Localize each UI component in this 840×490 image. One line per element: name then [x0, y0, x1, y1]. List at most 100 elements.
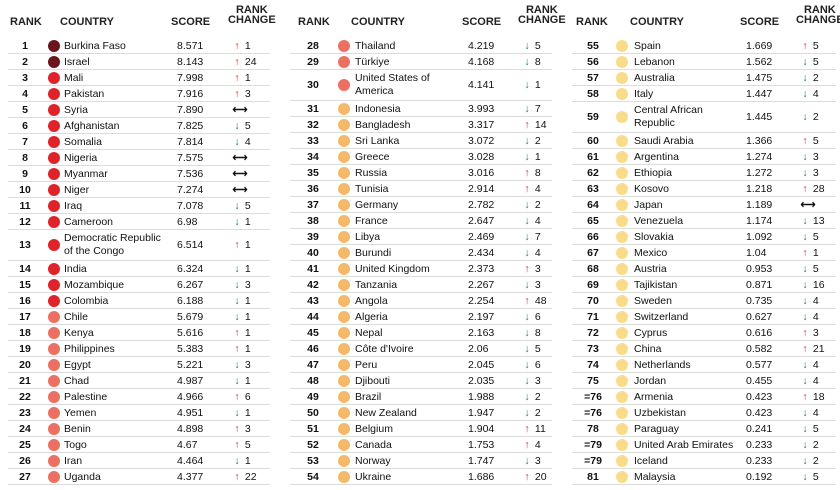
- rank-value: 54: [307, 471, 319, 483]
- rank-value: 41: [307, 263, 319, 275]
- rank-change: ↓ 1: [232, 295, 250, 307]
- table-row: 23 Yemen 4.951 ↓ 1: [8, 405, 270, 421]
- country-name: Democratic Republic of the Congo: [64, 232, 161, 257]
- country-name: Central African Republic: [634, 104, 703, 129]
- rank-value: 29: [307, 56, 319, 68]
- score-value: 5.616: [177, 327, 204, 339]
- rank-change: ↓ 3: [232, 359, 250, 371]
- rank-change-value: 5: [810, 471, 819, 483]
- score-color-dot: [48, 471, 60, 483]
- score-color-dot: [48, 263, 60, 275]
- arrow-down-icon: ↓: [234, 311, 240, 323]
- score-color-dot: [338, 231, 350, 243]
- arrow-up-icon: ↑: [234, 423, 240, 435]
- rank-change: ↓ 3: [522, 279, 540, 291]
- rank-change-value: 1: [242, 375, 251, 387]
- arrow-down-icon: ↓: [524, 375, 530, 387]
- score-value: 2.782: [468, 199, 495, 211]
- country-name: Djibouti: [355, 375, 391, 387]
- country-name: Sri Lanka: [355, 135, 400, 147]
- rank-value: 25: [19, 439, 31, 451]
- arrow-down-icon: ↓: [524, 40, 530, 52]
- rank-value: 64: [587, 199, 599, 211]
- rank-change: ↓ 2: [522, 407, 540, 419]
- table-row: 41 United Kingdom 2.373 ↑ 3: [290, 261, 552, 277]
- table-row: 8 Nigeria 7.575 ⟷: [8, 150, 270, 166]
- rank-change-value: 16: [810, 279, 825, 291]
- rank-value: 63: [587, 183, 599, 195]
- score-color-dot: [616, 88, 628, 100]
- table-row: 38 France 2.647 ↓ 4: [290, 213, 552, 229]
- score-value: 0.871: [746, 279, 773, 291]
- rank-value: 35: [307, 167, 319, 179]
- score-value: 7.998: [177, 72, 204, 84]
- rank-value: 37: [307, 199, 319, 211]
- arrow-left-right-icon: ⟷: [232, 104, 248, 116]
- rank-change: ⟷: [800, 199, 816, 211]
- score-color-dot: [338, 375, 350, 387]
- table-row: 74 Netherlands 0.577 ↓ 4: [572, 357, 836, 373]
- score-value: 1.272: [746, 167, 773, 179]
- rank-value: 10: [19, 184, 31, 196]
- score-color-dot: [48, 343, 60, 355]
- table-row: 61 Argentina 1.274 ↓ 3: [572, 149, 836, 165]
- table-row: 25 Togo 4.67 ↑ 5: [8, 437, 270, 453]
- score-color-dot: [48, 152, 60, 164]
- table-row: 48 Djibouti 2.035 ↓ 3: [290, 373, 552, 389]
- table-row: 28 Thailand 4.219 ↓ 5: [290, 38, 552, 54]
- rank-change: ↓ 1: [232, 375, 251, 387]
- arrow-down-icon: ↓: [234, 455, 240, 467]
- score-value: 5.383: [177, 343, 204, 355]
- score-color-dot: [616, 471, 628, 483]
- rank-value: 59: [587, 111, 599, 123]
- score-color-dot: [48, 56, 60, 68]
- score-value: 1.686: [468, 471, 495, 483]
- country-name: Nigeria: [64, 152, 98, 164]
- arrow-down-icon: ↓: [524, 327, 530, 339]
- rank-change-value: 1: [532, 151, 541, 163]
- rank-change-value: 2: [532, 135, 541, 147]
- rank-value: 6: [22, 120, 28, 132]
- arrow-down-icon: ↓: [524, 56, 530, 68]
- arrow-down-icon: ↓: [234, 263, 240, 275]
- table-row: 1 Burkina Faso 8.571 ↑ 1: [8, 38, 270, 54]
- score-value: 7.575: [177, 152, 204, 164]
- rank-change: ↑ 3: [232, 423, 250, 435]
- arrow-down-icon: ↓: [802, 439, 808, 451]
- score-value: 0.582: [746, 343, 773, 355]
- score-color-dot: [616, 375, 628, 387]
- table-row: 40 Burundi 2.434 ↓ 4: [290, 245, 552, 261]
- rank-change: ↑ 4: [522, 439, 540, 451]
- arrow-left-right-icon: ⟷: [232, 152, 248, 164]
- score-value: 2.163: [468, 327, 495, 339]
- rank-value: 81: [587, 471, 599, 483]
- rank-change: ↓ 1: [522, 151, 541, 163]
- rank-value: 5: [22, 104, 28, 116]
- country-name: Israel: [64, 56, 90, 68]
- rank-change-value: 5: [532, 40, 541, 52]
- rank-change: ↑ 6: [232, 391, 250, 403]
- rank-change: ↑ 22: [232, 471, 256, 483]
- table-row: 72 Cyprus 0.616 ↑ 3: [572, 325, 836, 341]
- score-value: 0.233: [746, 439, 773, 451]
- table-row: 69 Tajikistan 0.871 ↓ 16: [572, 277, 836, 293]
- header-rank-change: RANK CHANGE: [796, 4, 840, 26]
- rank-change-value: 3: [242, 279, 251, 291]
- score-color-dot: [338, 40, 350, 52]
- score-value: 6.98: [177, 216, 198, 228]
- table-row: 71 Switzerland 0.627 ↓ 4: [572, 309, 836, 325]
- rank-change: ↑ 8: [522, 167, 540, 179]
- score-color-dot: [616, 439, 628, 451]
- table-row: =76 Uzbekistan 0.423 ↓ 4: [572, 405, 836, 421]
- score-color-dot: [616, 40, 628, 52]
- score-value: 7.825: [177, 120, 204, 132]
- rank-value: 4: [22, 88, 28, 100]
- arrow-up-icon: ↑: [234, 239, 240, 251]
- arrow-up-icon: ↑: [524, 167, 530, 179]
- rank-change: ↓ 13: [800, 215, 824, 227]
- table-row: 9 Myanmar 7.536 ⟷: [8, 166, 270, 182]
- table-row: 27 Uganda 4.377 ↑ 22: [8, 469, 270, 485]
- score-value: 6.514: [177, 239, 204, 251]
- rank-value: =79: [584, 439, 602, 451]
- rank-change: ↑ 11: [522, 423, 545, 435]
